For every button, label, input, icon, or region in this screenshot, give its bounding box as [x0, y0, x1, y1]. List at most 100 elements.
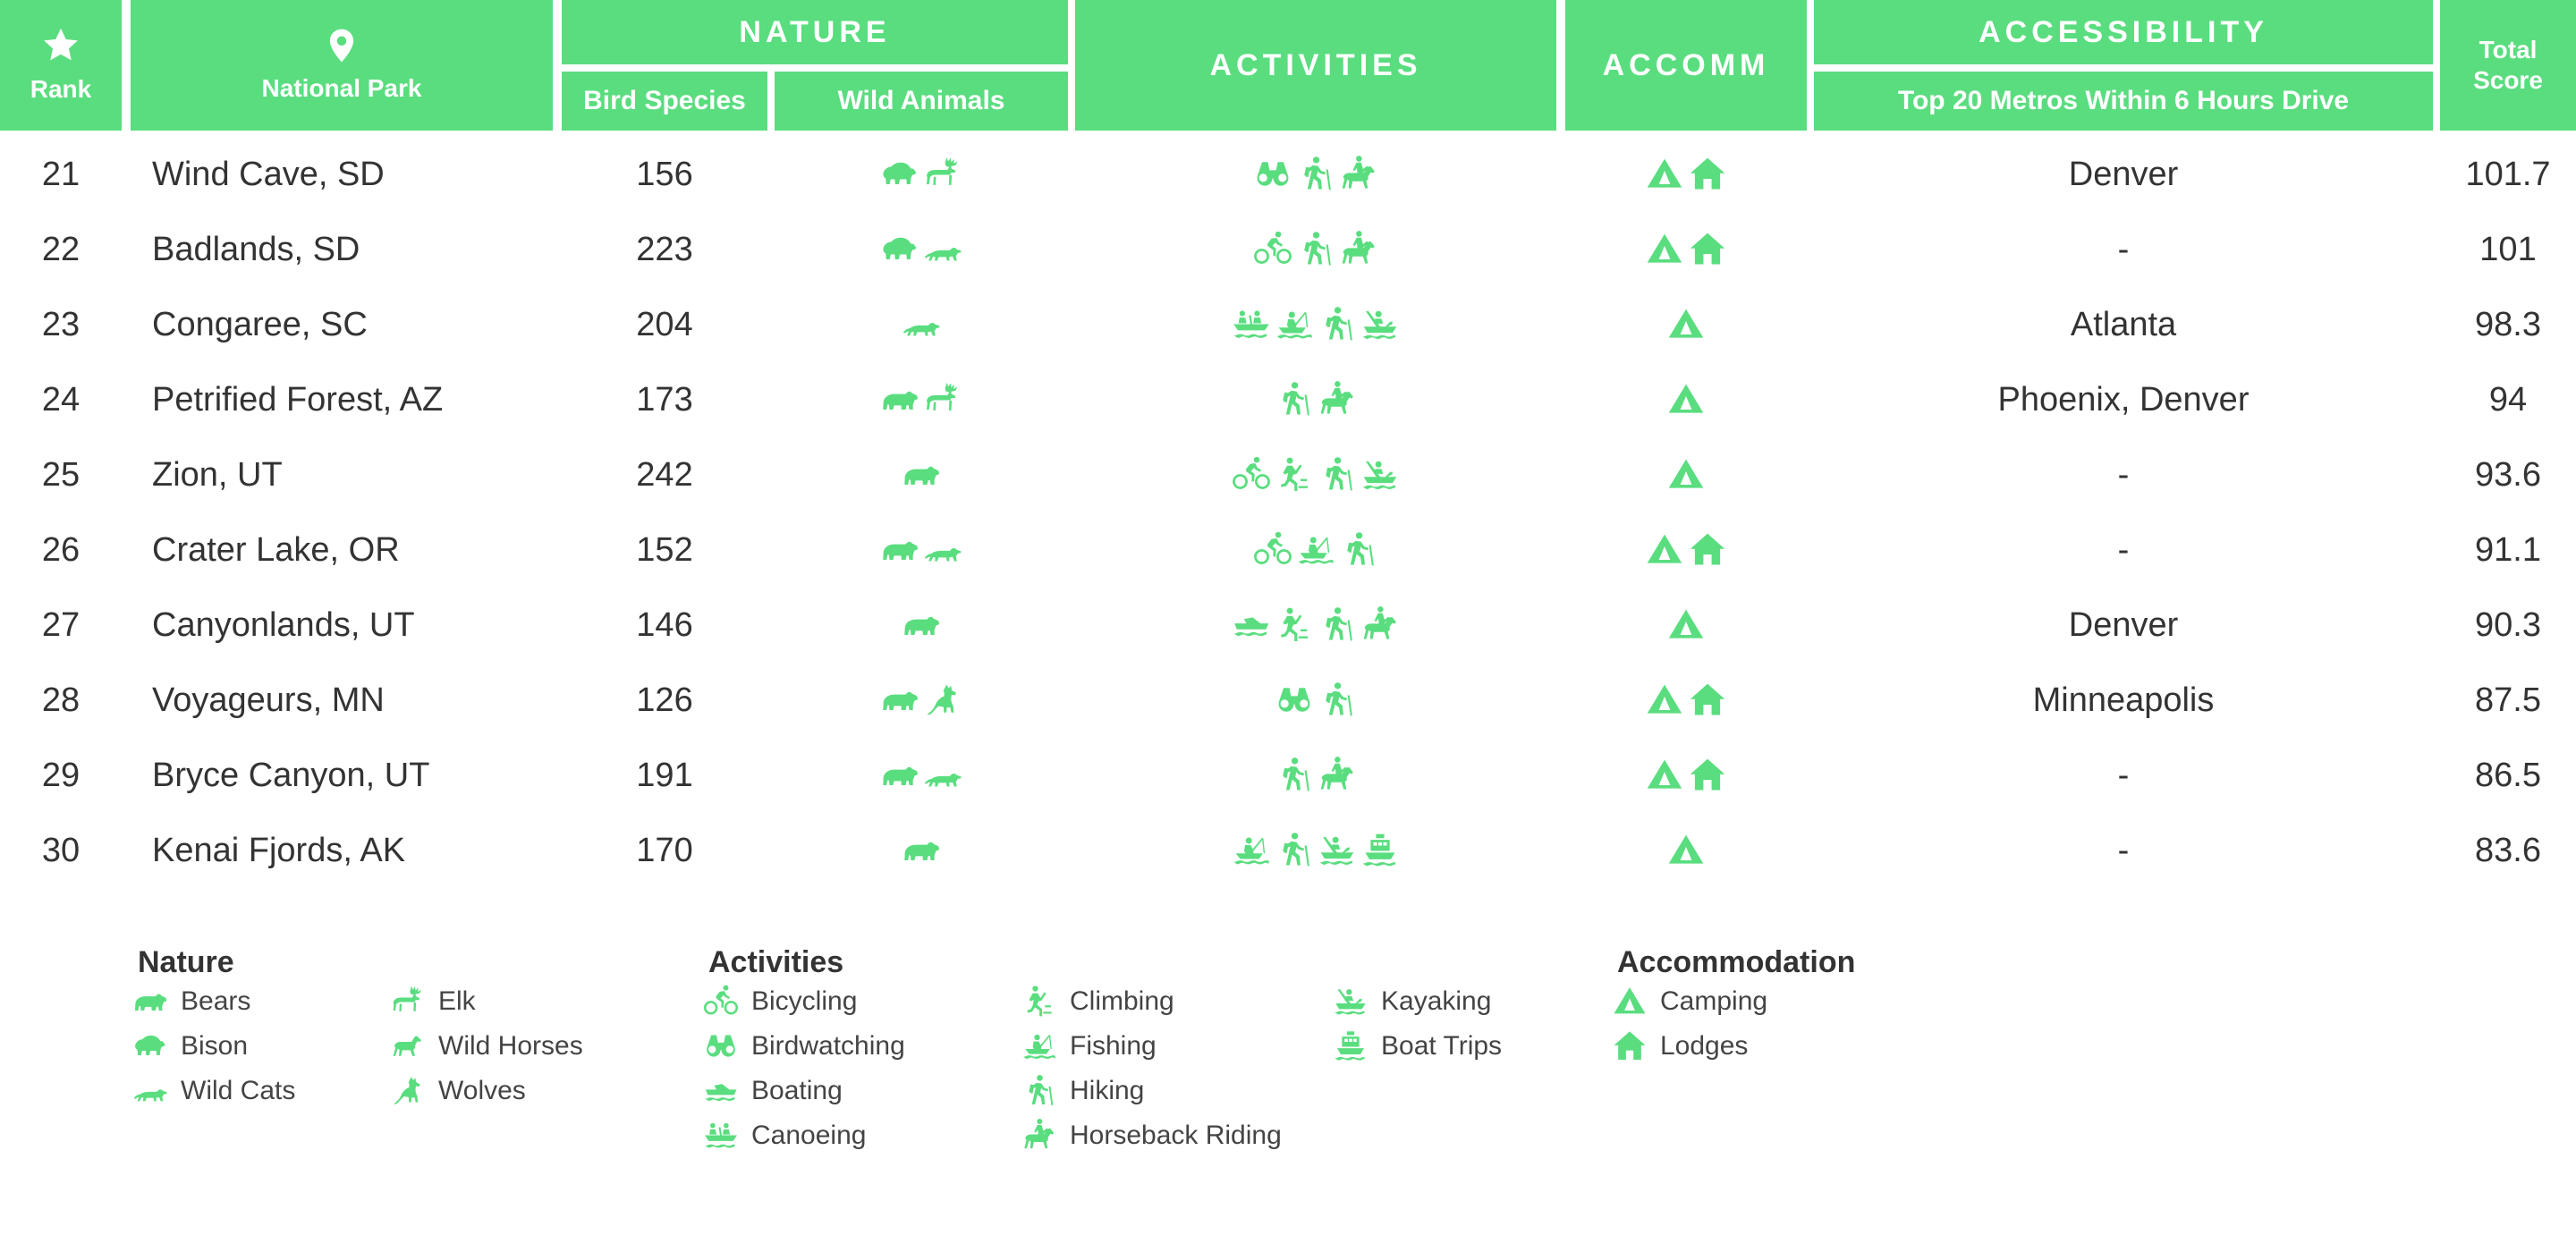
bear-icon: [880, 530, 919, 570]
legend-item-tent: Camping: [1612, 984, 1767, 1019]
wild-animals-cell: [775, 437, 1068, 512]
binoculars-icon: [1253, 155, 1292, 194]
header-rank-label: Rank: [30, 75, 92, 103]
legend-item-label: Bison: [181, 1031, 249, 1061]
activities-cell: [1075, 212, 1556, 287]
lodge-icon: [1688, 530, 1727, 570]
location-pin-icon: [323, 27, 360, 64]
metros-cell: Denver: [2068, 605, 2179, 644]
horse-icon: [390, 1028, 426, 1064]
legend-item-label: Birdwatching: [751, 1031, 905, 1061]
legend-item-label: Bears: [181, 986, 251, 1016]
rank-cell: 23: [41, 305, 80, 343]
tent-icon: [1645, 230, 1684, 269]
rank-cell: 22: [41, 230, 80, 268]
lodge-icon: [1688, 756, 1727, 795]
park-name-cell: Badlands, SD: [152, 230, 360, 268]
fishing-icon: [1232, 831, 1271, 870]
horseback-icon: [1360, 605, 1400, 645]
rank-cell: 27: [41, 605, 80, 644]
legend-item-horseback: Horseback Riding: [1021, 1118, 1282, 1154]
legend-item-label: Bicycling: [751, 986, 858, 1016]
lodge-icon: [1688, 681, 1727, 720]
activities-cell: [1075, 287, 1556, 362]
header-wild-animals: Wild Animals: [775, 72, 1068, 131]
legend-item-bicycle: Bicycling: [703, 984, 857, 1019]
metros-cell: Minneapolis: [2032, 681, 2215, 719]
table-row: 21 Wind Cave, SD 156 Denver 101.7: [0, 137, 2576, 212]
wild-animals-cell: [775, 212, 1068, 287]
rank-cell: 29: [41, 756, 80, 794]
horseback-icon: [1318, 380, 1357, 419]
park-name-cell: Wind Cave, SD: [152, 155, 385, 193]
binoculars-icon: [703, 1028, 739, 1064]
total-score-cell: 98.3: [2475, 305, 2541, 343]
tent-icon: [1645, 155, 1684, 194]
binoculars-icon: [1275, 681, 1314, 720]
wolf-icon: [923, 681, 962, 720]
wild-animals-cell: [775, 512, 1068, 588]
legend-item-label: Elk: [438, 986, 476, 1016]
legend-item-wolf: Wolves: [390, 1073, 526, 1109]
elk-icon: [923, 380, 962, 419]
hiking-icon: [1296, 230, 1335, 269]
hiking-icon: [1339, 530, 1378, 570]
accommodation-cell: [1565, 287, 1807, 362]
rank-cell: 21: [41, 155, 80, 193]
table-row: 27 Canyonlands, UT 146 Denver 90.3: [0, 588, 2576, 663]
lodge-icon: [1612, 1028, 1648, 1064]
header-activities: ACTIVITIES: [1075, 0, 1556, 131]
climbing-icon: [1021, 984, 1057, 1019]
header-park-label: National Park: [261, 74, 422, 102]
total-score-cell: 86.5: [2475, 756, 2541, 794]
header-rank: Rank: [0, 0, 122, 131]
hiking-icon: [1318, 305, 1357, 344]
bird-species-cell: 223: [636, 230, 693, 268]
elk-icon: [923, 155, 962, 194]
wild-animals-cell: [775, 738, 1068, 813]
wild-animals-cell: [775, 137, 1068, 212]
star-icon: [41, 26, 80, 65]
kayak-icon: [1360, 455, 1400, 495]
bicycle-icon: [1232, 455, 1271, 495]
canoe-icon: [1232, 305, 1271, 344]
accommodation-cell: [1565, 738, 1807, 813]
wild-cat-icon: [923, 756, 962, 795]
wolf-icon: [390, 1073, 426, 1109]
legend-item-label: Hiking: [1070, 1076, 1145, 1105]
accommodation-cell: [1565, 813, 1807, 888]
metros-cell: -: [2117, 455, 2130, 494]
horseback-icon: [1021, 1118, 1057, 1154]
total-score-cell: 87.5: [2475, 681, 2541, 719]
wild-cat-icon: [132, 1073, 168, 1109]
climbing-icon: [1275, 455, 1314, 495]
metros-cell: -: [2117, 530, 2130, 569]
legend-item-bison: Bison: [132, 1028, 248, 1064]
accommodation-cell: [1565, 137, 1807, 212]
metros-cell: Denver: [2068, 155, 2179, 193]
park-name-cell: Congaree, SC: [152, 305, 368, 343]
legend-item-label: Boating: [751, 1076, 843, 1105]
hiking-icon: [1275, 756, 1314, 795]
legend-item-label: Kayaking: [1381, 986, 1492, 1016]
tent-icon: [1666, 831, 1706, 870]
metros-cell: -: [2117, 831, 2130, 869]
bear-icon: [880, 380, 919, 419]
lodge-icon: [1688, 230, 1727, 269]
bird-species-cell: 191: [636, 756, 693, 794]
table-row: 22 Badlands, SD 223 - 101: [0, 212, 2576, 287]
bird-species-cell: 170: [636, 831, 693, 869]
bison-icon: [880, 230, 919, 269]
legend-item-wild-cat: Wild Cats: [132, 1073, 295, 1109]
table-row: 30 Kenai Fjords, AK 170 - 83.6: [0, 813, 2576, 888]
legend-item-fishing: Fishing: [1021, 1028, 1157, 1064]
legend-item-boat-trip: Boat Trips: [1333, 1028, 1502, 1064]
table-row: 23 Congaree, SC 204 Atlanta 98.3: [0, 287, 2576, 362]
park-name-cell: Petrified Forest, AZ: [152, 380, 444, 419]
bear-icon: [902, 831, 941, 870]
header-total-score: Total Score: [2440, 0, 2576, 131]
legend-item-label: Lodges: [1660, 1031, 1749, 1061]
total-score-cell: 90.3: [2475, 605, 2541, 644]
legend-item-boat: Boating: [703, 1073, 843, 1109]
legend-item-label: Horseback Riding: [1070, 1121, 1282, 1150]
